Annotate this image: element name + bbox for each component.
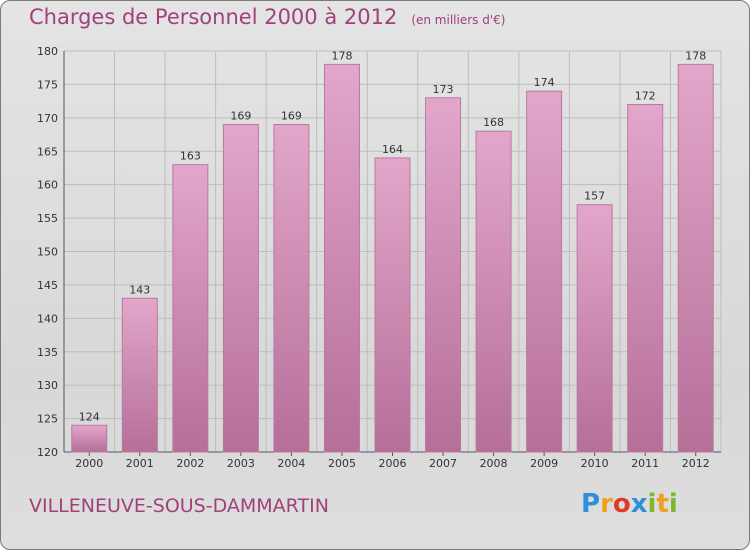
logo-letter: t [656, 489, 669, 519]
x-tick-label: 2000 [75, 457, 103, 470]
value-label: 173 [433, 83, 454, 96]
chart-title: Charges de Personnel 2000 à 2012 [29, 5, 398, 29]
bar [526, 90, 563, 453]
bar [374, 157, 411, 453]
logo-letter: r [600, 489, 613, 519]
y-tick-label: 170 [37, 112, 58, 125]
x-tick-label: 2008 [480, 457, 508, 470]
logo-letter: x [630, 489, 648, 519]
y-tick-label: 180 [37, 45, 58, 58]
bar [172, 164, 209, 453]
y-tick-label: 135 [37, 346, 58, 359]
x-tick-label: 2010 [581, 457, 609, 470]
x-tick-label: 2002 [176, 457, 204, 470]
value-label: 124 [79, 410, 100, 423]
bar [273, 124, 310, 453]
value-label: 163 [180, 150, 201, 163]
chart-subtitle: (en milliers d'€) [411, 13, 506, 27]
bar [222, 124, 259, 453]
value-label: 174 [534, 76, 555, 89]
logo-letter: P [581, 489, 601, 519]
logo-letter: i [668, 489, 678, 519]
bar [71, 424, 108, 453]
x-tick-label: 2006 [379, 457, 407, 470]
value-label: 178 [331, 49, 352, 62]
y-tick-label: 165 [37, 145, 58, 158]
x-tick-label: 2009 [530, 457, 558, 470]
x-tick-label: 2005 [328, 457, 356, 470]
y-tick-label: 155 [37, 212, 58, 225]
y-tick-label: 125 [37, 413, 58, 426]
y-tick-label: 175 [37, 78, 58, 91]
title-row: Charges de Personnel 2000 à 2012 (en mill… [29, 5, 505, 29]
bar [323, 63, 360, 453]
y-tick-label: 160 [37, 179, 58, 192]
x-tick-label: 2003 [227, 457, 255, 470]
bar [121, 297, 158, 453]
x-tick-label: 2004 [277, 457, 305, 470]
value-label: 169 [281, 110, 302, 123]
y-tick-label: 145 [37, 279, 58, 292]
value-label: 157 [584, 190, 605, 203]
x-tick-label: 2011 [631, 457, 659, 470]
label-layer: 120 125 130 135 140 145 150 155 160 165 170 175 180 1… [37, 45, 710, 470]
value-label: 168 [483, 116, 504, 129]
value-label: 164 [382, 143, 403, 156]
value-label: 143 [129, 283, 150, 296]
bar [627, 103, 664, 453]
bar [576, 204, 613, 453]
place-name: VILLENEUVE-SOUS-DAMMARTIN [29, 495, 329, 517]
x-tick-label: 2007 [429, 457, 457, 470]
bar [425, 97, 462, 453]
proxiti-logo: Proxiti [581, 489, 678, 519]
y-tick-label: 130 [37, 379, 58, 392]
logo-letter: o [612, 489, 631, 519]
x-tick-label: 2012 [682, 457, 710, 470]
x-tick-label: 2001 [126, 457, 154, 470]
y-tick-label: 120 [37, 446, 58, 459]
value-label: 172 [635, 89, 656, 102]
bar [475, 130, 512, 453]
value-label: 178 [685, 49, 706, 62]
bar [677, 63, 714, 453]
logo-letter: i [647, 489, 657, 519]
value-label: 169 [230, 110, 251, 123]
y-tick-label: 150 [37, 246, 58, 259]
bar-layer [71, 63, 714, 453]
y-tick-label: 140 [37, 312, 58, 325]
